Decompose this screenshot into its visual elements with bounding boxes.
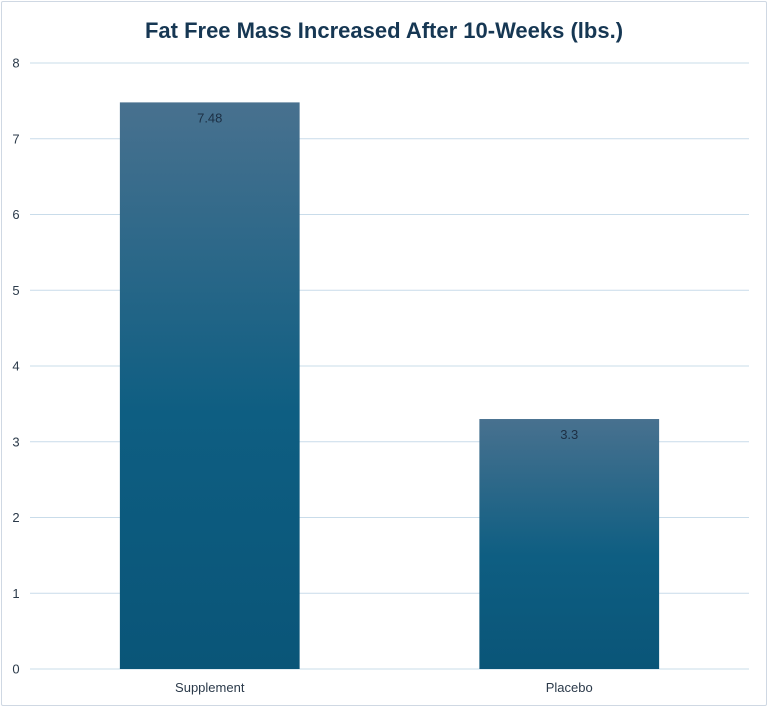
bar-placebo xyxy=(479,419,660,669)
y-tick-label: 3 xyxy=(12,434,19,449)
y-axis-ticks: 0 1 2 3 4 5 6 7 8 xyxy=(12,56,19,677)
y-tick-label: 7 xyxy=(12,131,19,146)
y-tick-label: 6 xyxy=(12,207,19,222)
category-label-placebo: Placebo xyxy=(546,680,593,695)
data-labels: 7.48 3.3 xyxy=(197,110,578,442)
y-tick-label: 4 xyxy=(12,359,19,374)
bar-supplement xyxy=(119,102,300,669)
category-label-supplement: Supplement xyxy=(175,680,245,695)
y-tick-label: 8 xyxy=(12,56,19,71)
x-axis-categories: Supplement Placebo xyxy=(175,680,593,695)
data-label-supplement: 7.48 xyxy=(197,110,222,125)
bars xyxy=(119,102,660,669)
y-tick-label: 2 xyxy=(12,510,19,525)
y-tick-label: 0 xyxy=(12,662,19,677)
y-tick-label: 5 xyxy=(12,283,19,298)
data-label-placebo: 3.3 xyxy=(560,427,578,442)
chart-title: Fat Free Mass Increased After 10-Weeks (… xyxy=(145,18,623,43)
y-tick-label: 1 xyxy=(12,586,19,601)
